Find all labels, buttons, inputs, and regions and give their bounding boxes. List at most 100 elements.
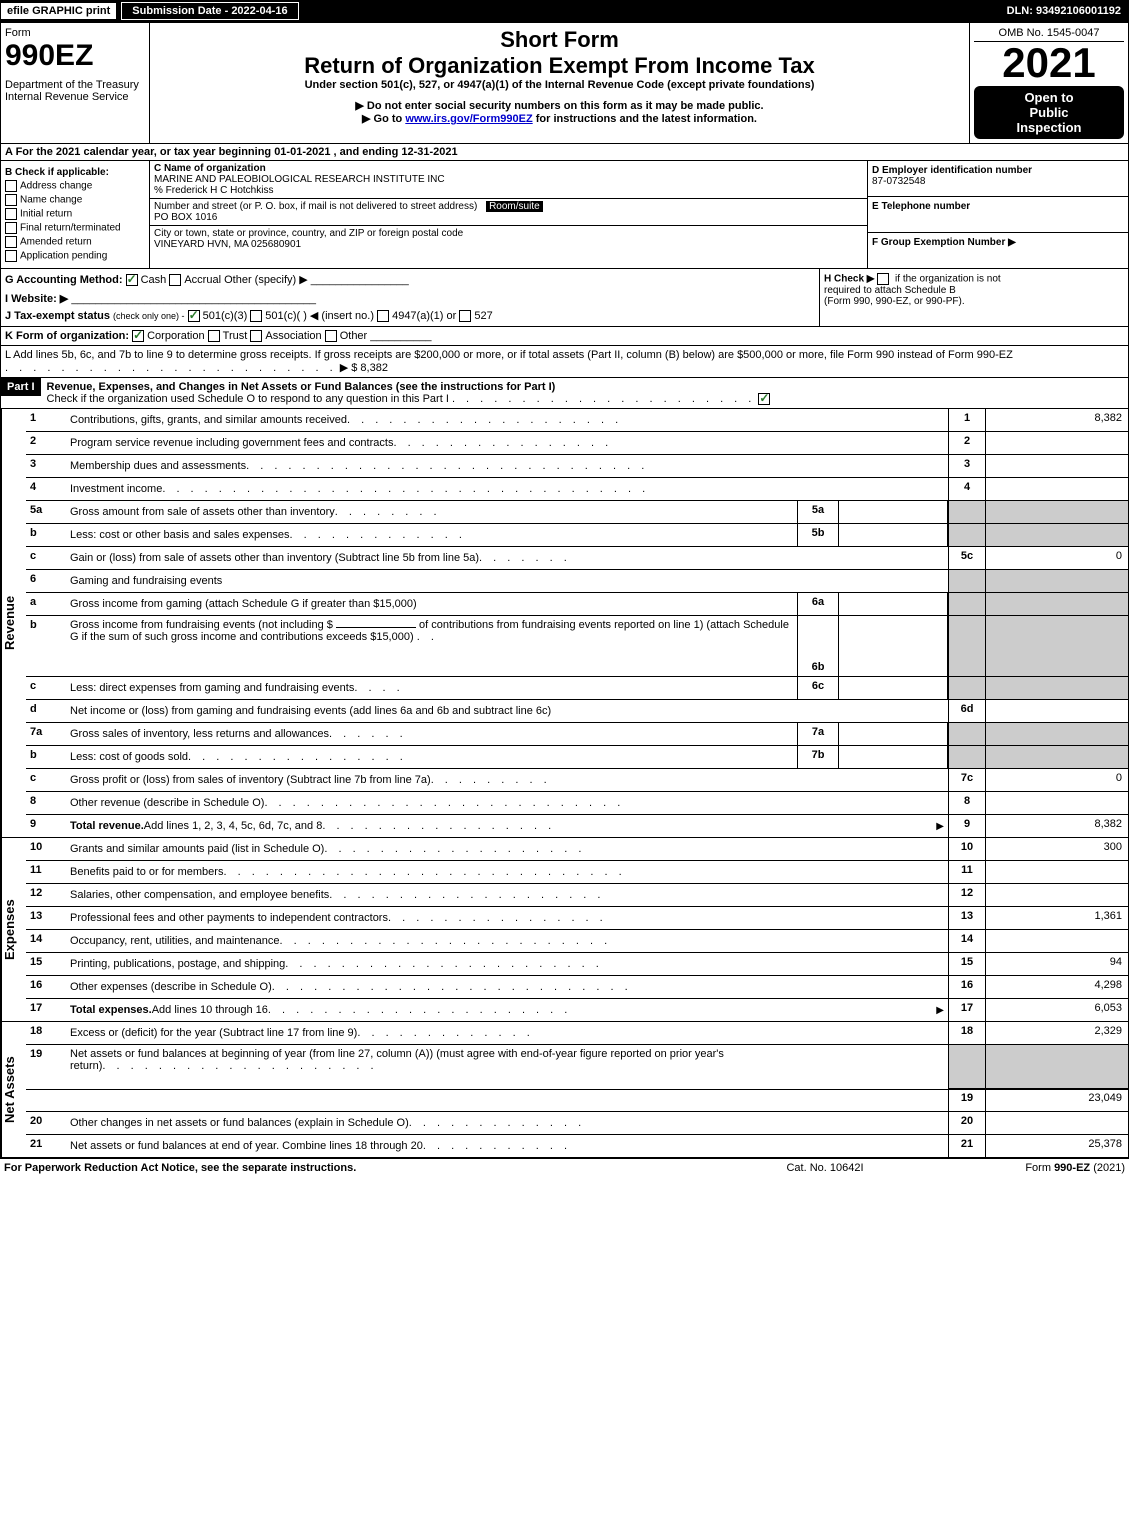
return-title: Return of Organization Exempt From Incom…	[154, 53, 965, 79]
lnum-1: 1	[26, 409, 66, 431]
rnum-10: 10	[948, 838, 985, 860]
room-label: Room/suite	[486, 201, 543, 212]
lnum-4: 4	[26, 478, 66, 500]
rnum-6-grey	[948, 570, 985, 592]
e-phone: E Telephone number	[868, 197, 1128, 233]
f-label: F Group Exemption Number ▶	[872, 237, 1016, 248]
desc-5b: Less: cost or other basis and sales expe…	[70, 529, 290, 541]
rnum-6d: 6d	[948, 700, 985, 722]
footer-post: (2021)	[1090, 1162, 1125, 1174]
lnum-10: 10	[26, 838, 66, 860]
row-5c: c Gain or (loss) from sale of assets oth…	[26, 547, 1128, 570]
checkbox-amended[interactable]	[5, 236, 17, 248]
desc-15: Printing, publications, postage, and shi…	[70, 958, 285, 970]
part-i-title: Revenue, Expenses, and Changes in Net As…	[47, 381, 556, 393]
rnum-17: 17	[948, 999, 985, 1021]
val-6-grey	[985, 570, 1128, 592]
c-street-row: Number and street (or P. O. box, if mail…	[150, 199, 867, 226]
j-sub: (check only one) -	[113, 311, 185, 321]
val-9: 8,382	[985, 815, 1128, 837]
checkbox-other-org[interactable]	[325, 330, 337, 342]
checkbox-accrual[interactable]	[169, 274, 181, 286]
h-text3: (Form 990, 990-EZ, or 990-PF).	[824, 296, 965, 307]
row-7c: c Gross profit or (loss) from sales of i…	[26, 769, 1128, 792]
rnum-8: 8	[948, 792, 985, 814]
header-left: Form 990EZ Department of the Treasury In…	[1, 23, 150, 143]
footer: For Paperwork Reduction Act Notice, see …	[0, 1158, 1129, 1177]
section-bcdef: B Check if applicable: Address change Na…	[1, 161, 1128, 269]
h-text2: required to attach Schedule B	[824, 285, 956, 296]
row-17: 17 Total expenses. Add lines 10 through …	[26, 999, 1128, 1021]
j-opt2: 501(c)( ) ◀ (insert no.)	[265, 310, 374, 322]
val-13: 1,361	[985, 907, 1128, 929]
checkbox-4947[interactable]	[377, 310, 389, 322]
checkbox-address-change[interactable]	[5, 180, 17, 192]
sval-5b	[839, 524, 948, 546]
desc-11: Benefits paid to or for members	[70, 866, 223, 878]
rnum-2: 2	[948, 432, 985, 454]
b-initial: Initial return	[20, 209, 72, 220]
rnum-5a-grey	[948, 501, 985, 523]
checkbox-501c3[interactable]	[188, 310, 200, 322]
checkbox-527[interactable]	[459, 310, 471, 322]
row-6a: a Gross income from gaming (attach Sched…	[26, 593, 1128, 616]
h-label: H Check ▶	[824, 274, 874, 285]
row-18: 18 Excess or (deficit) for the year (Sub…	[26, 1022, 1128, 1045]
row-4: 4 Investment income. . . . . . . . . . .…	[26, 478, 1128, 501]
rnum-11: 11	[948, 861, 985, 883]
irs-link[interactable]: www.irs.gov/Form990EZ	[405, 113, 532, 125]
checkbox-initial-return[interactable]	[5, 208, 17, 220]
goto-pre: ▶ Go to	[362, 113, 405, 125]
rnum-20: 20	[948, 1112, 985, 1134]
sval-6c	[839, 677, 948, 699]
checkbox-final-return[interactable]	[5, 222, 17, 234]
b-name: Name change	[20, 195, 82, 206]
lnum-2: 2	[26, 432, 66, 454]
val-14	[985, 930, 1128, 952]
row-19b: 19 23,049	[26, 1089, 1128, 1112]
dots: . . . . . . . . . . . . . . . . . . . . …	[5, 362, 337, 374]
column-def: D Employer identification number 87-0732…	[867, 161, 1128, 268]
revenue-label: Revenue	[1, 409, 26, 837]
rnum-9: 9	[948, 815, 985, 837]
efile-print-button[interactable]: efile GRAPHIC print	[0, 2, 117, 20]
row-12: 12 Salaries, other compensation, and emp…	[26, 884, 1128, 907]
desc-20: Other changes in net assets or fund bala…	[70, 1117, 409, 1129]
rnum-7a-grey	[948, 723, 985, 745]
dln-number: DLN: 93492106001192	[1007, 5, 1129, 17]
sub-7a: 7a	[797, 723, 839, 745]
footer-bold: 990-EZ	[1054, 1162, 1090, 1174]
open-line3: Inspection	[978, 120, 1120, 135]
lnum-21: 21	[26, 1135, 66, 1157]
checkbox-name-change[interactable]	[5, 194, 17, 206]
val-11	[985, 861, 1128, 883]
expenses-label: Expenses	[1, 838, 26, 1021]
desc-14: Occupancy, rent, utilities, and maintena…	[70, 935, 280, 947]
checkbox-cash[interactable]	[126, 274, 138, 286]
checkbox-501c[interactable]	[250, 310, 262, 322]
val-19: 23,049	[985, 1089, 1128, 1111]
b-amended: Amended return	[20, 237, 92, 248]
checkbox-h[interactable]	[877, 273, 889, 285]
col-h: H Check ▶ if the organization is not req…	[819, 269, 1128, 326]
g-other: Other (specify) ▶	[224, 274, 308, 286]
open-line2: Public	[978, 105, 1120, 120]
checkbox-corp[interactable]	[132, 330, 144, 342]
rnum-12: 12	[948, 884, 985, 906]
lnum-15: 15	[26, 953, 66, 975]
val-19-grey	[985, 1045, 1128, 1089]
checkbox-application-pending[interactable]	[5, 250, 17, 262]
desc-5c: Gain or (loss) from sale of assets other…	[70, 552, 479, 564]
checkbox-schedule-o[interactable]	[758, 393, 770, 405]
row-1: 1 Contributions, gifts, grants, and simi…	[26, 409, 1128, 432]
i-label: I Website: ▶	[5, 293, 68, 305]
expenses-rows: 10 Grants and similar amounts paid (list…	[26, 838, 1128, 1021]
desc-6d: Net income or (loss) from gaming and fun…	[70, 705, 551, 717]
rnum-6c-grey	[948, 677, 985, 699]
header-right: OMB No. 1545-0047 2021 Open to Public In…	[969, 23, 1128, 143]
sub-6b: 6b	[797, 616, 839, 676]
row-l: L Add lines 5b, 6c, and 7b to line 9 to …	[1, 346, 1128, 378]
val-7b-grey	[985, 746, 1128, 768]
checkbox-trust[interactable]	[208, 330, 220, 342]
checkbox-assoc[interactable]	[250, 330, 262, 342]
